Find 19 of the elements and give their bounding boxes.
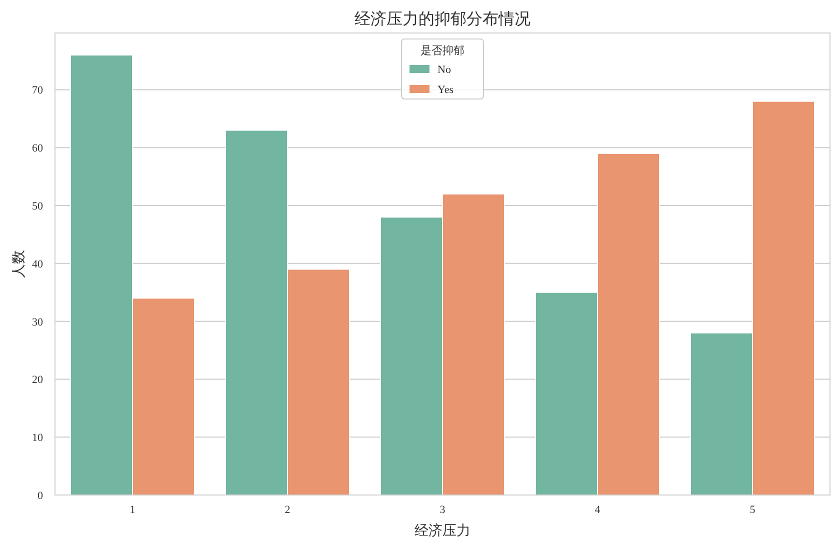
x-tick-label: 4 [594, 504, 601, 516]
y-tick-label: 70 [32, 84, 44, 97]
x-tick-label: 2 [284, 504, 290, 516]
y-axis-title: 人数 [11, 250, 27, 278]
x-tick-label: 5 [750, 504, 756, 516]
legend-label: Yes [438, 84, 454, 96]
legend-label: No [438, 64, 452, 76]
y-tick-label: 50 [32, 200, 44, 213]
legend-title: 是否抑郁 [420, 45, 464, 57]
y-tick-label: 10 [32, 432, 44, 444]
y-tick-label: 20 [32, 374, 44, 386]
y-tick-label: 30 [32, 316, 44, 328]
x-tick-label: 1 [130, 504, 136, 516]
x-axis-title: 经济压力 [414, 523, 470, 539]
y-tick-label: 0 [38, 490, 44, 502]
y-tick-label: 40 [32, 258, 44, 270]
y-tick-label: 60 [32, 142, 44, 155]
chart-title: 经济压力的抑郁分布情况 [354, 10, 530, 28]
x-tick-label: 3 [440, 504, 446, 516]
